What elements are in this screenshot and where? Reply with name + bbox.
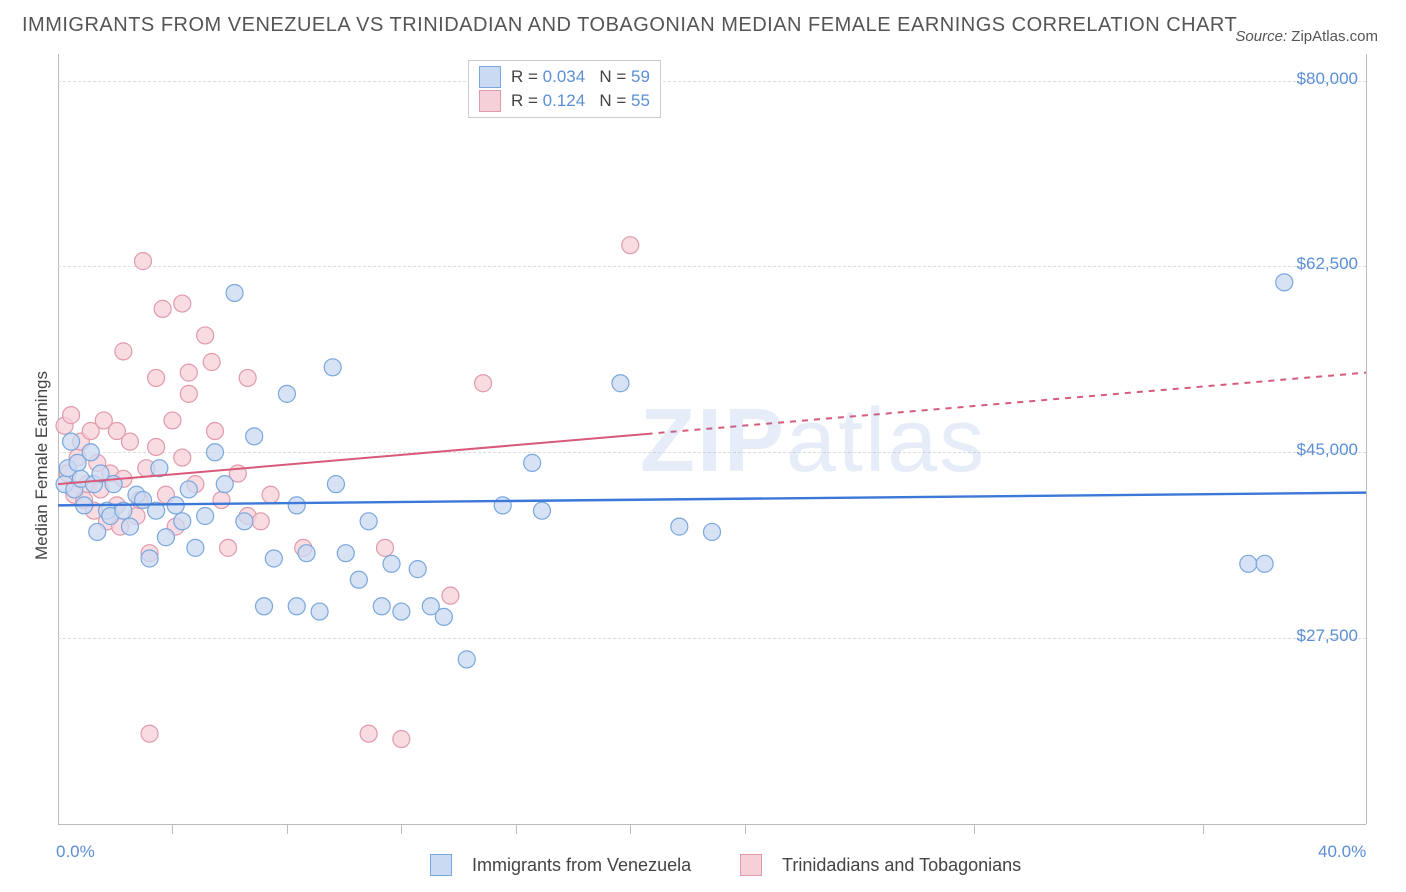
data-point-trinidad [442,587,459,604]
data-point-venezuela [435,608,452,625]
data-point-venezuela [350,571,367,588]
data-point-trinidad [203,354,220,371]
data-point-trinidad [148,438,165,455]
data-point-venezuela [311,603,328,620]
data-point-trinidad [239,369,256,386]
data-point-venezuela [324,359,341,376]
data-point-venezuela [157,529,174,546]
data-point-venezuela [278,385,295,402]
legend-series-label: Immigrants from Venezuela [472,855,691,876]
trendline-venezuela [58,493,1366,506]
data-point-trinidad [622,237,639,254]
legend-swatch-venezuela [430,854,452,876]
data-point-trinidad [154,300,171,317]
data-point-venezuela [141,550,158,567]
data-point-trinidad [164,412,181,429]
data-point-venezuela [458,651,475,668]
legend-swatch-trinidad [740,854,762,876]
legend-series-2: Trinidadians and Tobagonians [740,854,1021,876]
legend-correlation-text: R = 0.124 N = 55 [511,91,650,111]
data-point-venezuela [533,502,550,519]
data-point-venezuela [187,539,204,556]
data-point-venezuela [89,523,106,540]
data-point-venezuela [1240,555,1257,572]
data-point-venezuela [373,598,390,615]
data-point-venezuela [1256,555,1273,572]
data-point-venezuela [327,476,344,493]
data-point-trinidad [141,725,158,742]
data-point-venezuela [174,513,191,530]
data-point-venezuela [216,476,233,493]
data-point-venezuela [82,444,99,461]
data-point-trinidad [174,449,191,466]
chart-svg [0,0,1406,892]
data-point-venezuela [337,545,354,562]
data-point-venezuela [393,603,410,620]
data-point-venezuela [63,433,80,450]
data-point-venezuela [409,561,426,578]
data-point-venezuela [265,550,282,567]
data-point-trinidad [206,423,223,440]
legend-correlation-box: R = 0.034 N = 59 R = 0.124 N = 55 [468,60,661,118]
legend-correlation-text: R = 0.034 N = 59 [511,67,650,87]
data-point-trinidad [197,327,214,344]
legend-correlation-row-venezuela: R = 0.034 N = 59 [479,65,650,89]
legend-swatch-trinidad [479,90,501,112]
data-point-venezuela [206,444,223,461]
data-point-venezuela [383,555,400,572]
data-point-venezuela [246,428,263,445]
data-point-venezuela [197,508,214,525]
data-point-trinidad [360,725,377,742]
data-point-venezuela [704,523,721,540]
data-point-venezuela [671,518,688,535]
data-point-trinidad [213,492,230,509]
data-point-trinidad [63,407,80,424]
data-point-trinidad [393,731,410,748]
data-point-venezuela [121,518,138,535]
trendline-trinidad [58,434,647,484]
data-point-trinidad [180,364,197,381]
data-point-venezuela [256,598,273,615]
data-point-venezuela [288,598,305,615]
data-point-venezuela [1276,274,1293,291]
legend-series-1: Immigrants from Venezuela [430,854,691,876]
data-point-trinidad [148,369,165,386]
data-point-venezuela [298,545,315,562]
data-point-trinidad [262,486,279,503]
data-point-venezuela [288,497,305,514]
legend-correlation-row-trinidad: R = 0.124 N = 55 [479,89,650,113]
data-point-venezuela [360,513,377,530]
data-point-venezuela [612,375,629,392]
data-point-trinidad [475,375,492,392]
data-point-venezuela [180,481,197,498]
legend-series-label: Trinidadians and Tobagonians [782,855,1021,876]
legend-swatch-venezuela [479,66,501,88]
data-point-trinidad [115,343,132,360]
data-point-venezuela [226,284,243,301]
data-point-trinidad [135,253,152,270]
data-point-trinidad [121,433,138,450]
data-point-trinidad [377,539,394,556]
data-point-venezuela [494,497,511,514]
data-point-venezuela [524,454,541,471]
data-point-trinidad [252,513,269,530]
data-point-trinidad [220,539,237,556]
data-point-trinidad [174,295,191,312]
trendline-trinidad-extrapolated [647,373,1366,434]
data-point-venezuela [236,513,253,530]
data-point-trinidad [180,385,197,402]
